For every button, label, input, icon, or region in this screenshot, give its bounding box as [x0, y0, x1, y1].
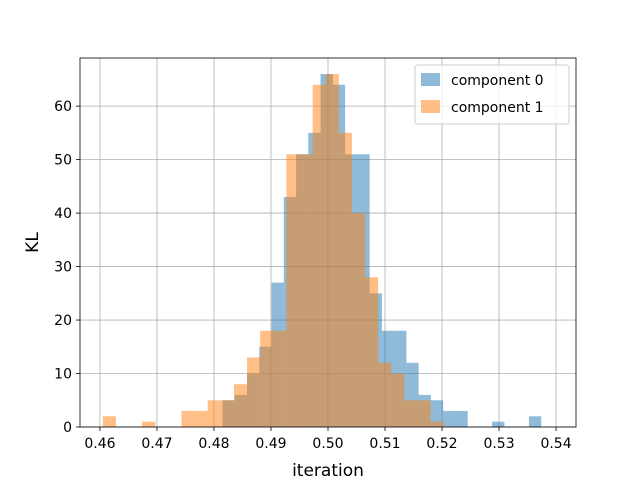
- bar-series-1-bin-9: [220, 400, 234, 427]
- x-tick-label-4: 0.50: [312, 436, 343, 452]
- bar-series-0-bin-18: [443, 410, 456, 427]
- legend-label-component-0: component 0: [451, 73, 544, 89]
- x-tick-label-6: 0.52: [426, 436, 457, 452]
- y-axis-label: KL: [23, 232, 43, 253]
- histogram-bars: [102, 74, 542, 427]
- bar-series-1-bin-6: [181, 410, 195, 427]
- y-tick-label-6: 60: [54, 99, 72, 115]
- x-tick-label-5: 0.51: [369, 436, 400, 452]
- bar-series-1-bin-8: [207, 400, 221, 427]
- x-tick-label-3: 0.49: [255, 436, 286, 452]
- legend-swatch-component-1: [421, 100, 440, 113]
- legend-frame: [414, 64, 570, 125]
- y-tick-label-3: 30: [54, 260, 72, 276]
- x-tick-label-0: 0.46: [84, 436, 115, 452]
- y-axis-ticks: 0 10 20 30 40 50 60: [54, 99, 80, 436]
- bar-series-1-bin-15: [299, 154, 313, 427]
- x-tick-label-1: 0.47: [141, 436, 172, 452]
- bar-series-1-bin-25: [430, 421, 444, 427]
- bar-series-1-bin-17: [325, 74, 339, 427]
- y-tick-label-0: 0: [63, 420, 72, 436]
- bar-series-0-bin-19: [455, 410, 468, 427]
- bar-series-0-bin-22: [492, 421, 505, 427]
- y-tick-label-1: 10: [54, 367, 72, 383]
- bar-series-1-bin-12: [260, 330, 274, 427]
- x-tick-label-2: 0.48: [198, 436, 229, 452]
- series-1-bars: [102, 74, 444, 427]
- x-tick-label-8: 0.54: [540, 436, 571, 452]
- bar-series-1-bin-0: [102, 416, 116, 427]
- bar-series-1-bin-18: [338, 132, 352, 427]
- legend: component 0 component 1: [414, 64, 570, 125]
- bar-series-1-bin-22: [391, 373, 405, 427]
- bar-series-1-bin-24: [417, 400, 431, 427]
- legend-swatch-component-0: [421, 73, 440, 86]
- x-axis-ticks: 0.46 0.47 0.48 0.49 0.50 0.51 0.52 0.53 0.54: [84, 427, 572, 452]
- legend-label-component-1: component 1: [451, 100, 544, 116]
- y-tick-label-2: 20: [54, 313, 72, 329]
- bar-series-1-bin-7: [194, 410, 208, 427]
- bar-series-1-bin-21: [378, 362, 392, 427]
- x-axis-label: iteration: [292, 461, 364, 480]
- bar-series-1-bin-11: [247, 357, 261, 427]
- bar-series-1-bin-23: [404, 400, 418, 427]
- bar-series-1-bin-3: [142, 421, 156, 427]
- x-tick-label-7: 0.53: [483, 436, 514, 452]
- bar-series-1-bin-10: [233, 384, 248, 427]
- bar-series-1-bin-20: [365, 277, 379, 427]
- bar-series-0-bin-17: [430, 400, 444, 427]
- y-tick-label-4: 40: [54, 206, 72, 222]
- bar-series-0-bin-25: [528, 416, 542, 427]
- bar-series-1-bin-13: [273, 330, 287, 427]
- bar-series-1-bin-16: [312, 84, 326, 427]
- bar-series-1-bin-14: [286, 154, 300, 427]
- bar-series-1-bin-19: [351, 213, 366, 427]
- y-tick-label-5: 50: [54, 153, 72, 169]
